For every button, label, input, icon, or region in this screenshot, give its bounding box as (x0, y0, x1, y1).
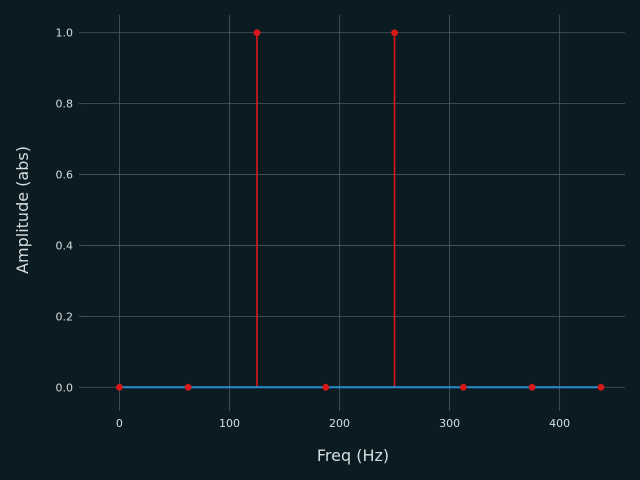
x-tick-label: 400 (549, 417, 570, 430)
y-ticks: 0.0 0.2 0.4 0.6 0.8 1.0 (56, 27, 85, 394)
x-axis-label: Freq (Hz) (317, 446, 389, 465)
stem-marker (322, 383, 330, 391)
y-tick-label: 0.6 (56, 169, 74, 182)
x-tick-label: 300 (439, 417, 460, 430)
stem-marker (528, 383, 536, 391)
stem-marker (391, 29, 399, 37)
x-tick-label: 0 (116, 417, 123, 430)
y-tick-label: 1.0 (56, 27, 74, 40)
y-tick-label: 0.4 (56, 239, 74, 252)
x-ticks: 0 100 200 300 400 (116, 405, 570, 430)
data-marks (115, 29, 605, 391)
stem-marker (184, 383, 192, 391)
stem-marker (115, 383, 123, 391)
x-tick-label: 100 (219, 417, 240, 430)
x-tick-label: 200 (329, 417, 350, 430)
y-tick-label: 0.8 (56, 98, 74, 111)
y-axis-label: Amplitude (abs) (13, 146, 32, 274)
y-tick-label: 0.0 (56, 381, 74, 394)
stem-marker (253, 29, 261, 37)
stem-marker (597, 383, 605, 391)
y-tick-label: 0.2 (56, 310, 74, 323)
stem-marker (459, 383, 467, 391)
